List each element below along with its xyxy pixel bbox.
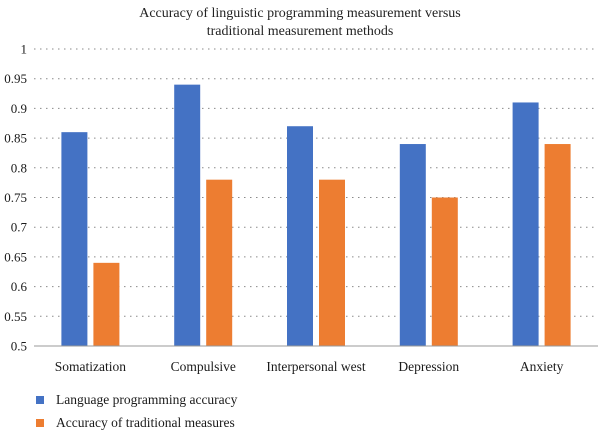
y-tick-label: 1	[21, 42, 28, 57]
x-category-label: Anxiety	[520, 359, 564, 374]
legend-swatch	[36, 419, 44, 427]
chart-title-line-2: traditional measurement methods	[206, 24, 394, 39]
gridlines	[34, 48, 598, 317]
x-category-label: Interpersonal west	[266, 359, 366, 374]
x-category-label: Depression	[398, 359, 459, 374]
bar-language-programming-compulsive	[174, 84, 201, 346]
bar-traditional-anxiety	[544, 144, 571, 346]
y-tick-label: 0.85	[4, 131, 27, 146]
legend-label: Language programming accuracy	[56, 392, 238, 407]
y-tick-label: 0.55	[4, 309, 27, 324]
x-category-label: Compulsive	[171, 359, 236, 374]
bars	[61, 84, 571, 347]
y-tick-label: 0.65	[4, 249, 27, 264]
y-tick-label: 0.8	[11, 160, 27, 175]
y-tick-label: 0.6	[11, 279, 28, 294]
legend: Language programming accuracy Accuracy of…	[36, 392, 238, 430]
legend-swatch	[36, 396, 44, 404]
x-category-label: Somatization	[55, 359, 126, 374]
bar-traditional-interpersonal-west	[319, 179, 345, 346]
chart-title: Accuracy of linguistic programming measu…	[0, 5, 600, 41]
legend-label: Accuracy of traditional measures	[56, 415, 235, 430]
bar-language-programming-depression	[399, 144, 426, 346]
bar-language-programming-interpersonal-west	[287, 126, 313, 346]
bar-traditional-depression	[431, 197, 458, 346]
x-axis-categories: Somatization Compulsive Interpersonal west…	[55, 359, 564, 374]
y-tick-label: 0.95	[4, 71, 27, 86]
bar-language-programming-anxiety	[512, 102, 539, 347]
bar-language-programming-somatization	[61, 132, 88, 346]
bar-traditional-somatization	[93, 262, 120, 346]
y-tick-label: 0.75	[4, 190, 27, 205]
y-tick-label: 0.7	[11, 220, 28, 235]
y-tick-label: 0.9	[11, 101, 27, 116]
chart-title-line-1: Accuracy of linguistic programming measu…	[139, 6, 461, 21]
bar-traditional-compulsive	[206, 179, 233, 346]
y-axis-ticks: 0.5 0.55 0.6 0.65 0.7 0.75 0.8 0.85 0.9 0.95 1	[4, 42, 27, 354]
y-tick-label: 0.5	[11, 339, 27, 354]
